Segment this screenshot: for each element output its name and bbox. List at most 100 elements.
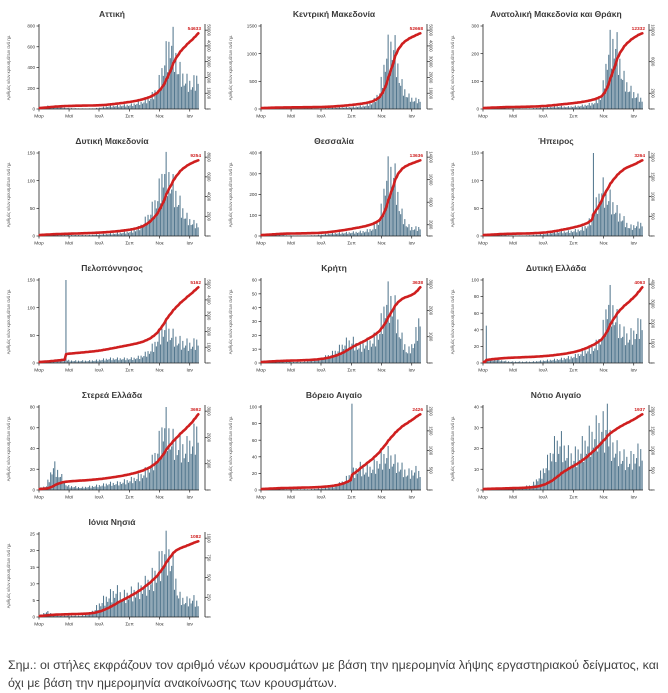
svg-text:50: 50 bbox=[252, 291, 258, 296]
svg-text:2000: 2000 bbox=[207, 433, 212, 443]
y-axis-label: Αριθμός νέων κρουσμάτων ανά ημ. bbox=[450, 289, 455, 354]
svg-text:5000: 5000 bbox=[207, 279, 212, 289]
svg-text:2000: 2000 bbox=[429, 306, 434, 316]
chart-title: Νότιο Αιγαίο bbox=[445, 389, 667, 402]
svg-text:1000: 1000 bbox=[207, 343, 212, 353]
svg-text:Ιαν: Ιαν bbox=[186, 495, 193, 501]
cumulative-total-label: 52668 bbox=[410, 26, 424, 32]
y-axis-label: Αριθμός νέων κρουσμάτων ανά ημ. bbox=[6, 35, 11, 100]
y-axis-label: Αριθμός νέων κρουσμάτων ανά ημ. bbox=[228, 416, 233, 481]
svg-text:30000: 30000 bbox=[207, 56, 212, 68]
svg-text:Σεπ: Σεπ bbox=[347, 368, 356, 374]
svg-text:0: 0 bbox=[254, 107, 257, 112]
svg-text:2000: 2000 bbox=[429, 220, 434, 230]
svg-text:Μαϊ: Μαϊ bbox=[65, 368, 74, 374]
y-axis-label: Αριθμός νέων κρουσμάτων ανά ημ. bbox=[6, 289, 11, 354]
svg-text:20: 20 bbox=[474, 446, 480, 451]
svg-text:0: 0 bbox=[254, 361, 257, 366]
svg-text:1000: 1000 bbox=[429, 446, 434, 456]
svg-text:6000: 6000 bbox=[207, 172, 212, 182]
svg-text:Μαϊ: Μαϊ bbox=[65, 114, 74, 120]
svg-text:0: 0 bbox=[207, 108, 212, 111]
svg-text:500: 500 bbox=[207, 574, 212, 582]
svg-text:Μαϊ: Μαϊ bbox=[509, 114, 518, 120]
svg-text:10: 10 bbox=[30, 581, 36, 586]
chart-title: Ήπειρος bbox=[445, 135, 667, 148]
chart-title: Στερεά Ελλάδα bbox=[1, 389, 223, 402]
chart-title: Κεντρική Μακεδονία bbox=[223, 8, 445, 21]
svg-text:500: 500 bbox=[429, 467, 434, 475]
svg-text:Μαρ: Μαρ bbox=[478, 495, 488, 501]
svg-text:100: 100 bbox=[27, 305, 35, 310]
svg-text:800: 800 bbox=[27, 24, 35, 29]
svg-text:Νοε: Νοε bbox=[377, 241, 386, 247]
cumulative-total-label: 3264 bbox=[634, 153, 645, 159]
svg-text:Ιαν: Ιαν bbox=[408, 495, 415, 501]
svg-text:80: 80 bbox=[474, 294, 480, 299]
svg-text:40: 40 bbox=[252, 454, 258, 459]
svg-text:Ιουλ: Ιουλ bbox=[316, 241, 326, 247]
svg-text:750: 750 bbox=[207, 554, 212, 562]
svg-text:1500: 1500 bbox=[651, 426, 656, 436]
svg-text:100: 100 bbox=[471, 79, 479, 84]
svg-text:15: 15 bbox=[30, 565, 36, 570]
svg-text:Ιαν: Ιαν bbox=[630, 241, 637, 247]
svg-text:3000: 3000 bbox=[207, 406, 212, 416]
svg-text:Ιαν: Ιαν bbox=[186, 114, 193, 120]
svg-text:Σεπ: Σεπ bbox=[347, 495, 356, 501]
cumulative-total-label: 3638 bbox=[412, 280, 423, 286]
cumulative-total-label: 5162 bbox=[190, 280, 201, 286]
svg-text:0: 0 bbox=[476, 488, 479, 493]
chart-title: Κρήτη bbox=[223, 262, 445, 275]
svg-text:3000: 3000 bbox=[207, 311, 212, 321]
svg-text:Ιαν: Ιαν bbox=[408, 114, 415, 120]
svg-text:0: 0 bbox=[476, 361, 479, 366]
svg-text:2000: 2000 bbox=[207, 212, 212, 222]
svg-text:Σεπ: Σεπ bbox=[569, 495, 578, 501]
footnote: Σημ.: οι στήλες εκφράζουν τον αριθμό νέω… bbox=[8, 657, 660, 693]
svg-text:Μαϊ: Μαϊ bbox=[287, 241, 296, 247]
svg-text:Μαρ: Μαρ bbox=[34, 368, 44, 374]
svg-text:Σεπ: Σεπ bbox=[125, 368, 134, 374]
svg-text:300: 300 bbox=[249, 171, 257, 176]
svg-text:Ιουλ: Ιουλ bbox=[538, 241, 548, 247]
svg-text:1000: 1000 bbox=[207, 533, 212, 543]
svg-text:Σεπ: Σεπ bbox=[569, 114, 578, 120]
chart-title: Δυτική Μακεδονία bbox=[1, 135, 223, 148]
svg-text:50: 50 bbox=[30, 333, 36, 338]
svg-text:80: 80 bbox=[30, 405, 36, 410]
svg-text:60: 60 bbox=[252, 438, 258, 443]
svg-text:30: 30 bbox=[474, 425, 480, 430]
svg-text:10: 10 bbox=[252, 347, 258, 352]
svg-text:Μαϊ: Μαϊ bbox=[65, 241, 74, 247]
svg-text:150: 150 bbox=[471, 151, 479, 156]
svg-text:Μαρ: Μαρ bbox=[34, 241, 44, 247]
svg-text:0: 0 bbox=[429, 362, 434, 365]
svg-text:14000: 14000 bbox=[429, 151, 434, 163]
svg-text:10: 10 bbox=[474, 467, 480, 472]
svg-text:10000: 10000 bbox=[429, 174, 434, 186]
svg-text:20: 20 bbox=[252, 333, 258, 338]
svg-text:4000: 4000 bbox=[207, 192, 212, 202]
cumulative-total-label: 54633 bbox=[188, 26, 202, 32]
svg-text:0: 0 bbox=[651, 235, 656, 238]
svg-text:Νοε: Νοε bbox=[599, 368, 608, 374]
svg-text:0: 0 bbox=[651, 362, 656, 365]
svg-text:50: 50 bbox=[474, 206, 480, 211]
svg-text:Μαρ: Μαρ bbox=[256, 368, 266, 374]
svg-text:100: 100 bbox=[249, 405, 257, 410]
svg-text:0: 0 bbox=[476, 234, 479, 239]
svg-text:0: 0 bbox=[476, 107, 479, 112]
svg-text:Μαϊ: Μαϊ bbox=[65, 622, 74, 628]
cumulative-total-label: 4063 bbox=[634, 280, 645, 286]
